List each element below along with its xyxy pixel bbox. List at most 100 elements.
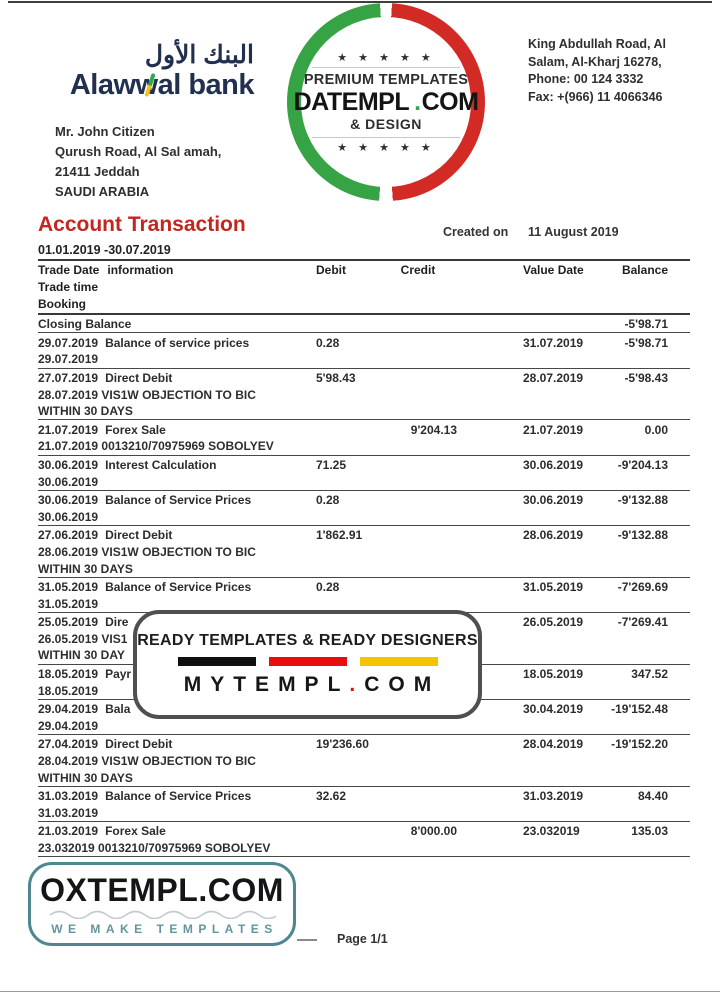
row-value-date: 30.04.2019: [523, 702, 584, 717]
row-trade-date: 31.05.2019: [38, 580, 99, 595]
bank-logo-latin-text: Alawwal bank: [69, 69, 255, 101]
mytempl-domain-name: MYTEMPL: [183, 673, 350, 696]
table-row-group-2: 27.07.2019 Direct Debit 5'98.43 28.07.2019 -…: [38, 369, 690, 421]
header-information: information: [107, 262, 174, 277]
table-row-group-10: 29.04.2019 Bala 30.04.2019 -19'152.48 29.04.…: [38, 700, 690, 736]
stamp-premium-text: PREMIUM TEMPLATES: [303, 71, 469, 88]
row-balance: -19'152.20: [611, 737, 668, 752]
row-trade-date: 30.06.2019: [38, 493, 99, 508]
row-information: Direct Debit: [105, 528, 173, 543]
row-trade-date: 30.06.2019: [38, 457, 99, 472]
table-row-group-12: 31.03.2019 Balance of Service Prices 32.62…: [38, 787, 690, 823]
row-value-date: 30.06.2019: [523, 493, 584, 508]
table-header-rule: [38, 312, 690, 315]
flag-bar-1: [268, 657, 347, 666]
row-information: Direct Debit: [105, 370, 173, 385]
row-detail-0: 30.06.2019: [38, 509, 99, 524]
table-row-group-0: Closing Balance -5'98.71: [38, 315, 690, 334]
table-body: Closing Balance -5'98.71 29.07.2019 Balance…: [38, 315, 690, 858]
row-information: Payr: [105, 667, 132, 682]
bottom-divider: [0, 991, 720, 992]
row-trade-date: 31.03.2019: [38, 789, 99, 804]
transaction-row: 27.06.2019 Direct Debit 1'862.91 28.06.2019…: [38, 527, 690, 544]
page-title: Account Transaction: [38, 213, 246, 236]
row-credit: 9'204.13: [410, 422, 457, 437]
transactions-table: Trade Date information Debit Credit Value…: [38, 259, 690, 858]
row-detail-0: 23.032019 0013210/70975969 SOBOLYEV: [38, 841, 271, 855]
row-value-date: 23.032019: [523, 824, 580, 839]
row-debit: 5'98.43: [316, 370, 356, 385]
row-main: 31.05.2019 Balance of Service Prices: [38, 580, 308, 594]
row-balance: 347.52: [631, 667, 668, 682]
row-value-date: 28.04.2019: [523, 737, 584, 752]
row-detail-0: 28.06.2019 VIS1W OBJECTION TO BIC: [38, 544, 256, 559]
mytempl-tagline: READY TEMPLATES & READY DESIGNERS: [137, 632, 478, 649]
row-detail-0: 28.04.2019 VIS1W OBJECTION TO BIC: [38, 754, 256, 769]
row-value-date: 26.05.2019: [523, 615, 584, 630]
header-credit: Credit: [400, 262, 436, 277]
row-trade-date: 27.06.2019: [38, 528, 99, 543]
row-trade-date: 21.03.2019: [38, 824, 99, 839]
stamp-divider-bottom: [312, 136, 460, 138]
row-main: 27.06.2019 Direct Debit: [38, 528, 308, 542]
row-debit: 0.28: [316, 335, 340, 350]
row-trade-date: 18.05.2019: [38, 667, 99, 682]
header-debit: Debit: [316, 262, 346, 277]
row-information: Balance of Service Prices: [105, 580, 252, 595]
row-trade-date: 27.04.2019: [38, 737, 99, 752]
table-row-group-4: 30.06.2019 Interest Calculation 71.25 30.06…: [38, 456, 690, 491]
table-row-group-8: 25.05.2019 Dire 26.05.2019 -7'269.41 26.05.2…: [38, 613, 690, 665]
row-main: 27.07.2019 Direct Debit: [38, 371, 308, 385]
oxtempl-domain: OXTEMPL.COM: [40, 871, 284, 908]
transaction-row: 31.05.2019 Balance of Service Prices 0.28 3…: [38, 579, 690, 596]
row-value-date: 31.03.2019: [523, 789, 584, 804]
transaction-row: 25.05.2019 Dire 26.05.2019 -7'269.41: [38, 614, 690, 631]
row-debit: 19'236.60: [316, 737, 369, 752]
row-balance: -7'269.69: [617, 580, 668, 595]
row-balance: 84.40: [637, 789, 668, 804]
row-detail-0: 31.03.2019: [38, 805, 99, 820]
row-value-date: 31.07.2019: [523, 335, 584, 350]
row-main: 21.03.2019 Forex Sale: [38, 824, 308, 838]
table-header: Trade Date information Debit Credit Value…: [38, 261, 690, 313]
row-detail-1: WITHIN 30 DAYS: [38, 770, 133, 785]
row-value-date: 31.05.2019: [523, 580, 584, 595]
transaction-row: 21.03.2019 Forex Sale 8'000.00 23.032019 135…: [38, 823, 690, 840]
mytempl-domain-tld: COM: [364, 673, 441, 696]
row-detail-0: 18.05.2019: [38, 683, 99, 698]
stamp-domain-dot: .: [414, 87, 421, 116]
stamp-domain-text: DATEMPL .COM: [294, 88, 479, 116]
row-detail-0: 29.04.2019: [38, 718, 99, 733]
row-balance: -9'132.88: [617, 528, 668, 543]
row-information: Balance of service prices: [105, 335, 250, 350]
header-balance: Balance: [621, 262, 668, 277]
row-value-date: 18.05.2019: [523, 667, 584, 682]
row-value-date: 28.06.2019: [523, 528, 584, 543]
row-balance: -7'269.41: [617, 615, 668, 630]
row-main: 29.07.2019 Balance of service prices: [38, 336, 308, 350]
row-main: 30.06.2019 Balance of Service Prices: [38, 493, 308, 507]
customer-name: Mr. John Citizen: [55, 124, 155, 139]
transaction-row: 31.03.2019 Balance of Service Prices 32.62…: [38, 788, 690, 805]
wave-divider-icon: [49, 910, 276, 919]
stars-icon-top: ★ ★ ★ ★ ★: [337, 51, 435, 64]
row-information: Closing Balance: [38, 317, 132, 332]
transaction-row: 18.05.2019 Payr 18.05.2019 347.52: [38, 666, 690, 683]
bank-fax: Fax: +(966) 11 4066346: [528, 89, 663, 104]
stamp-divider-top: [312, 66, 460, 68]
row-balance: -5'98.43: [624, 370, 668, 385]
row-debit: 32.62: [316, 789, 347, 804]
row-trade-date: 27.07.2019: [38, 370, 99, 385]
row-trade-date: 21.07.2019: [38, 422, 99, 437]
row-main: 29.04.2019 Bala: [38, 702, 308, 716]
mytempl-watermark: READY TEMPLATES & READY DESIGNERS MYTEMP…: [133, 610, 482, 719]
table-row-group-13: 21.03.2019 Forex Sale 8'000.00 23.032019 135…: [38, 822, 690, 858]
bank-logo: البنك الأول Alawwal bank: [42, 40, 255, 101]
row-information: Forex Sale: [105, 422, 166, 437]
transaction-row: 29.04.2019 Bala 30.04.2019 -19'152.48: [38, 701, 690, 718]
transaction-row: 21.07.2019 Forex Sale 9'204.13 21.07.2019 0.…: [38, 421, 690, 438]
flag-bars-icon: [177, 657, 438, 666]
stamp-domain-name: DATEMPL: [293, 87, 410, 116]
row-detail-0: 26.05.2019 VIS1: [38, 631, 128, 646]
